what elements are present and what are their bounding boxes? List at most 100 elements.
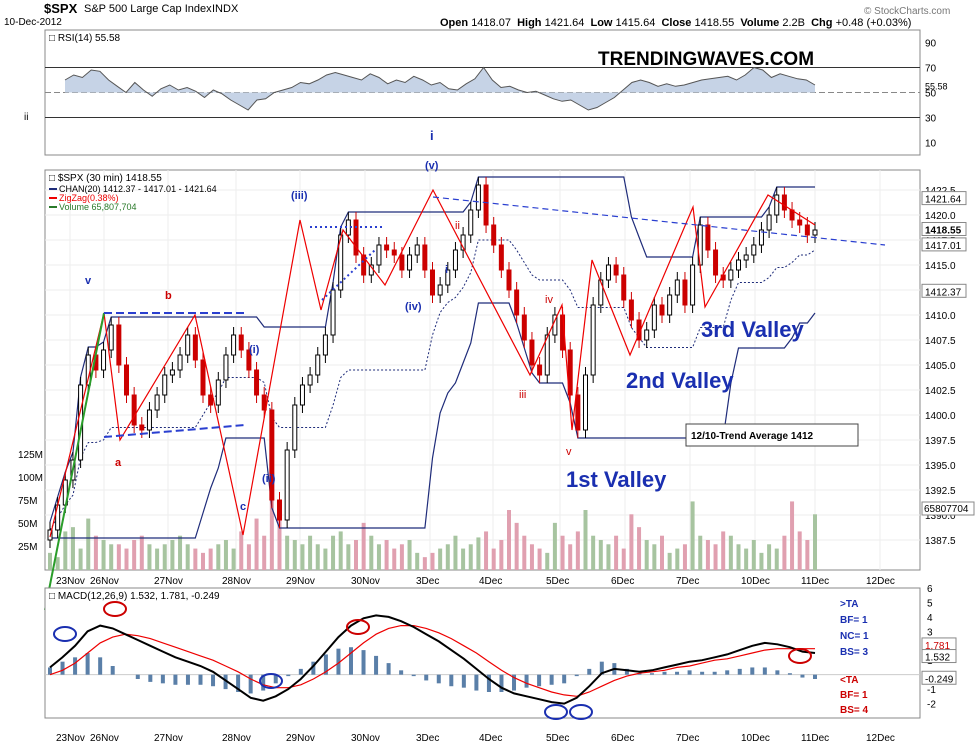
volume-bar [484,531,489,570]
volume-bar [392,548,397,570]
macd-histogram-bar [486,674,491,692]
wave-annotation: (ii) [262,473,276,485]
candle-body [667,294,673,316]
volume-bar [461,548,466,570]
volume-bar [170,540,175,570]
price-tick-label: 1400.0 [925,411,956,422]
candle-body [231,334,237,356]
macd-histogram-bar [311,661,316,675]
macd-histogram-bar [236,674,241,692]
candle-body [521,314,527,341]
channel-upper [49,176,815,523]
candle-body [277,499,282,521]
volume-bar [48,552,52,570]
x-tick-label-bottom: 28Nov [222,733,251,744]
macd-histogram-bar [298,668,303,675]
x-tick-label-bottom: 10Dec [741,733,770,744]
x-tick-label-bottom: 26Nov [90,733,119,744]
low-label: Low [590,17,613,29]
macd-histogram-bar [286,674,291,677]
candle-body [124,364,129,396]
volume-bar [246,544,251,570]
volume-bar [575,531,580,570]
candle-body [223,354,229,381]
volume-bar [422,557,427,570]
candle-body [628,299,634,321]
volume-bar [644,540,649,570]
x-tick-label-bottom: 27Nov [154,733,183,744]
wave-annotation: ii [455,220,460,232]
rsi-tick-label: 10 [925,139,937,150]
macd-histogram-bar [461,674,466,688]
candle-body [644,329,650,341]
macd-histogram-bar [424,674,429,681]
candle-body [200,359,206,396]
candle-body [682,279,688,306]
volume-bar [162,544,167,570]
macd-histogram-bar [549,674,554,685]
x-tick-label-bottom: 12Dec [866,733,895,744]
macd-histogram-bar [211,674,216,687]
wave-annotation: (i) [249,344,260,356]
rsi-fill [65,67,815,110]
volume-bar [70,527,75,570]
volume-tick-label: 25M [18,542,37,553]
candle-body [583,374,588,431]
macd-histogram-bar [198,674,203,685]
trend-note-box [685,423,859,447]
volume-bar [568,544,573,570]
rsi-tick-label: 70 [925,64,937,75]
macd-histogram-bar [348,647,353,675]
macd-histogram-bar [160,674,165,684]
price-tick-label: 1420.0 [925,211,956,222]
candle-body [781,194,787,211]
candle-body [391,249,397,256]
right-value-label: 1421.64 [925,195,962,206]
macd-histogram-bar [750,667,755,675]
left-marker: ii [24,112,29,123]
volume-bar [155,548,160,570]
index-name: S&P 500 Large Cap Index [84,3,212,15]
candle-body [498,244,504,271]
volume-bar [805,540,810,570]
volume-bar [109,544,114,570]
symbol: $SPX [44,1,78,16]
ta-buy-label: BS= 3 [840,647,869,658]
volume-bar [369,535,374,570]
volume-bar [453,535,458,570]
macd-tick-label: -2 [927,700,936,711]
volume-bar [560,535,565,570]
volume-bar [621,548,626,570]
candle-body [475,184,481,211]
volume-bar [552,522,557,570]
macd-right-box [921,649,957,664]
x-tick-label: 28Nov [222,576,251,587]
wave-annotation: iii [519,389,526,401]
legend-entry: CHAN(20) 1412.37 - 1417.01 - 1421.64 [59,184,217,194]
x-tick-label-bottom: 5Dec [546,733,569,744]
macd-histogram-bar [624,668,629,675]
candle-body [713,249,719,276]
x-tick-label: 4Dec [479,576,502,587]
volume-bar [223,540,228,570]
legend-entry: Volume 65,807,704 [59,202,137,212]
rsi-line [64,66,816,111]
wave-annotation: i [445,264,448,276]
macd-histogram-bar [185,674,190,685]
wave-i-top-label: i [430,128,434,143]
candle-body [307,374,313,386]
candle-body [430,269,435,296]
wave-annotation: (v) [425,160,439,172]
volume-bar [178,535,183,570]
macd-right-label: 1.532 [925,653,950,664]
candle-body [774,194,780,216]
volume-bar [231,548,236,570]
volume-bar [675,548,680,570]
macd-histogram-bar [787,673,792,675]
volume-value-label: 65807704 [924,504,969,515]
volume-bar [591,535,596,570]
price-tick-label: 1395.0 [925,461,956,472]
x-tick-label: 30Nov [351,576,380,587]
rsi-title: □ RSI(14) 55.58 [49,33,121,44]
volume-bar [292,540,297,570]
